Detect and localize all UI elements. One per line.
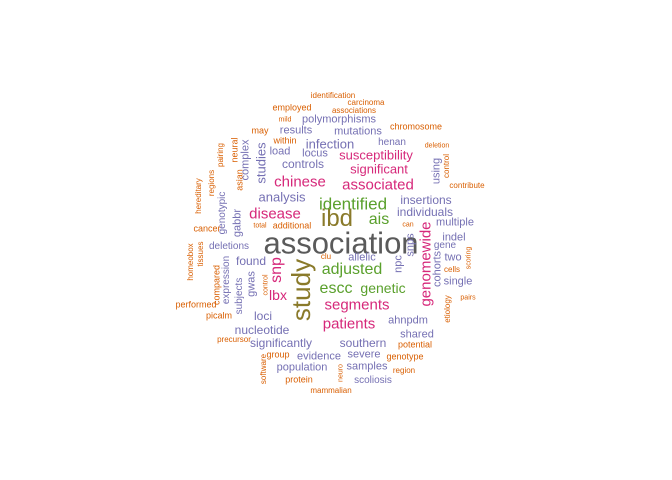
word-additional: additional bbox=[272, 220, 312, 231]
word-can: can bbox=[402, 221, 414, 229]
word-mutations: mutations bbox=[334, 125, 382, 138]
word-neuro: neuro bbox=[337, 364, 345, 382]
word-polymorphisms: polymorphisms bbox=[302, 113, 376, 126]
word-indel: indel bbox=[442, 231, 466, 244]
word-asian: asian bbox=[234, 169, 245, 191]
word-regions: regions bbox=[207, 169, 216, 197]
word-deletion: deletion bbox=[424, 142, 450, 150]
word-total: total bbox=[253, 222, 267, 230]
word-control-2: control bbox=[262, 274, 270, 296]
word-nucleotide: nucleotide bbox=[234, 323, 290, 337]
word-associations: associations bbox=[331, 106, 377, 115]
word-insertions: insertions bbox=[400, 193, 452, 207]
word-population: population bbox=[276, 361, 328, 374]
word-cohorts: cohorts bbox=[431, 250, 444, 288]
word-hereditary: hereditary bbox=[194, 178, 203, 214]
word-precursor: precursor bbox=[217, 335, 251, 344]
word-subjects: subjects bbox=[234, 277, 245, 315]
word-scoring: scoring bbox=[465, 246, 473, 270]
word-control: control bbox=[442, 153, 451, 179]
word-pairs: pairs bbox=[460, 294, 476, 302]
word-identified: identified bbox=[318, 194, 388, 214]
word-load: load bbox=[269, 145, 291, 158]
word-snp: snp bbox=[268, 257, 285, 283]
word-adjusted: adjusted bbox=[321, 261, 383, 278]
word-group: group bbox=[266, 349, 290, 360]
word-gwas: gwas bbox=[245, 271, 258, 297]
word-homeobox: homeobox bbox=[186, 243, 195, 281]
word-ais: ais bbox=[368, 211, 390, 228]
word-gene: gene bbox=[433, 240, 457, 251]
word-tissues: tissues bbox=[196, 241, 205, 267]
word-studies: studies bbox=[253, 142, 269, 184]
word-significant: significant bbox=[350, 161, 408, 177]
word-individuals: individuals bbox=[396, 205, 454, 219]
word-carcinoma: carcinoma bbox=[347, 98, 385, 107]
word-associated: associated bbox=[342, 176, 414, 194]
word-expression: expression bbox=[221, 255, 232, 305]
word-controls: controls bbox=[281, 157, 325, 171]
word-chromosome: chromosome bbox=[389, 121, 443, 132]
word-severe: severe bbox=[347, 348, 381, 361]
word-evidence: evidence bbox=[296, 350, 342, 363]
word-identification: identification bbox=[310, 91, 356, 100]
word-picalm: picalm bbox=[205, 310, 233, 321]
word-compared: compared bbox=[211, 264, 222, 306]
word-disease: disease bbox=[249, 205, 301, 223]
word-two: two bbox=[444, 251, 462, 264]
word-potential: potential bbox=[397, 339, 433, 350]
word-using: using bbox=[430, 157, 443, 185]
word-clu: clu bbox=[320, 252, 332, 261]
word-within: within bbox=[273, 135, 297, 146]
word-genotype: genotype bbox=[386, 351, 424, 362]
word-protein: protein bbox=[285, 374, 313, 385]
word-shared: shared bbox=[400, 328, 434, 341]
word-deletions: deletions bbox=[208, 241, 250, 252]
word-significantly: significantly bbox=[249, 336, 313, 350]
word-gabbr: gabbr bbox=[231, 208, 244, 238]
word-southern: southern bbox=[339, 336, 387, 350]
word-cells: cells bbox=[443, 265, 461, 274]
word-cancer: cancer bbox=[193, 223, 221, 234]
word-allelic: allelic bbox=[348, 251, 376, 264]
word-chinese: chinese bbox=[274, 173, 326, 191]
word-association: association bbox=[263, 225, 419, 261]
word-mammalian: mammalian bbox=[310, 386, 352, 395]
word-multiple: multiple bbox=[436, 216, 474, 229]
word-infection: infection bbox=[305, 136, 355, 152]
word-found: found bbox=[235, 254, 267, 268]
word-results: results bbox=[279, 124, 313, 137]
word-loci: loci bbox=[253, 309, 273, 323]
word-ibd: ibd bbox=[320, 205, 354, 232]
word-lbx: lbx bbox=[269, 287, 287, 303]
word-study: study bbox=[286, 258, 316, 322]
word-contribute: contribute bbox=[449, 181, 485, 190]
word-scoliosis: scoliosis bbox=[354, 375, 392, 386]
word-samples: samples bbox=[346, 360, 388, 373]
word-mild: mild bbox=[278, 116, 292, 124]
word-single: single bbox=[443, 275, 473, 288]
word-henan: henan bbox=[378, 137, 406, 148]
word-locus: locus bbox=[302, 147, 328, 160]
word-may: may bbox=[251, 125, 269, 136]
word-performed: performed bbox=[175, 299, 217, 310]
word-escc: escc bbox=[319, 280, 353, 297]
word-patients: patients bbox=[322, 315, 376, 333]
word-susceptibility: susceptibility bbox=[339, 147, 413, 163]
word-ahnpdm: ahnpdm bbox=[388, 314, 428, 327]
word-snps: snps bbox=[404, 233, 417, 257]
word-software: software bbox=[259, 353, 268, 385]
word-pairing: pairing bbox=[216, 142, 225, 168]
word-employed: employed bbox=[272, 102, 312, 113]
word-analysis: analysis bbox=[258, 189, 306, 205]
word-neural: neural bbox=[229, 137, 240, 163]
word-genetic: genetic bbox=[360, 280, 406, 296]
word-region: region bbox=[392, 366, 416, 375]
word-npc: npc bbox=[392, 255, 405, 273]
word-segments: segments bbox=[324, 296, 390, 314]
word-etiology: etiology bbox=[443, 295, 452, 323]
